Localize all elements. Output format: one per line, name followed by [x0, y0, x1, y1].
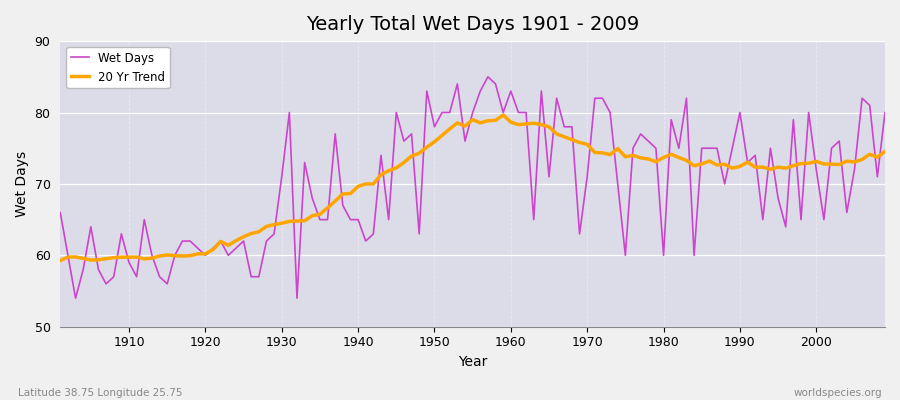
Wet Days — [292, 296, 302, 300]
Wet Days — [879, 110, 890, 115]
20 Yr Trend — [116, 255, 127, 260]
Wet Days — [55, 210, 66, 215]
20 Yr Trend — [879, 149, 890, 154]
20 Yr Trend — [513, 122, 524, 127]
20 Yr Trend — [55, 258, 66, 263]
Title: Yearly Total Wet Days 1901 - 2009: Yearly Total Wet Days 1901 - 2009 — [306, 15, 639, 34]
Text: worldspecies.org: worldspecies.org — [794, 388, 882, 398]
Line: Wet Days: Wet Days — [60, 77, 885, 298]
Wet Days — [612, 182, 623, 186]
Wet Days — [482, 74, 493, 79]
20 Yr Trend — [605, 152, 616, 157]
Wet Days — [123, 260, 134, 265]
Legend: Wet Days, 20 Yr Trend: Wet Days, 20 Yr Trend — [67, 47, 170, 88]
Wet Days — [338, 203, 348, 208]
Wet Days — [521, 110, 532, 115]
20 Yr Trend — [329, 199, 340, 204]
Y-axis label: Wet Days: Wet Days — [15, 151, 29, 217]
20 Yr Trend — [284, 219, 295, 224]
X-axis label: Year: Year — [458, 355, 487, 369]
20 Yr Trend — [498, 113, 508, 118]
Wet Days — [70, 296, 81, 300]
Text: Latitude 38.75 Longitude 25.75: Latitude 38.75 Longitude 25.75 — [18, 388, 183, 398]
Line: 20 Yr Trend: 20 Yr Trend — [60, 115, 885, 260]
Wet Days — [513, 110, 524, 115]
20 Yr Trend — [506, 120, 517, 124]
